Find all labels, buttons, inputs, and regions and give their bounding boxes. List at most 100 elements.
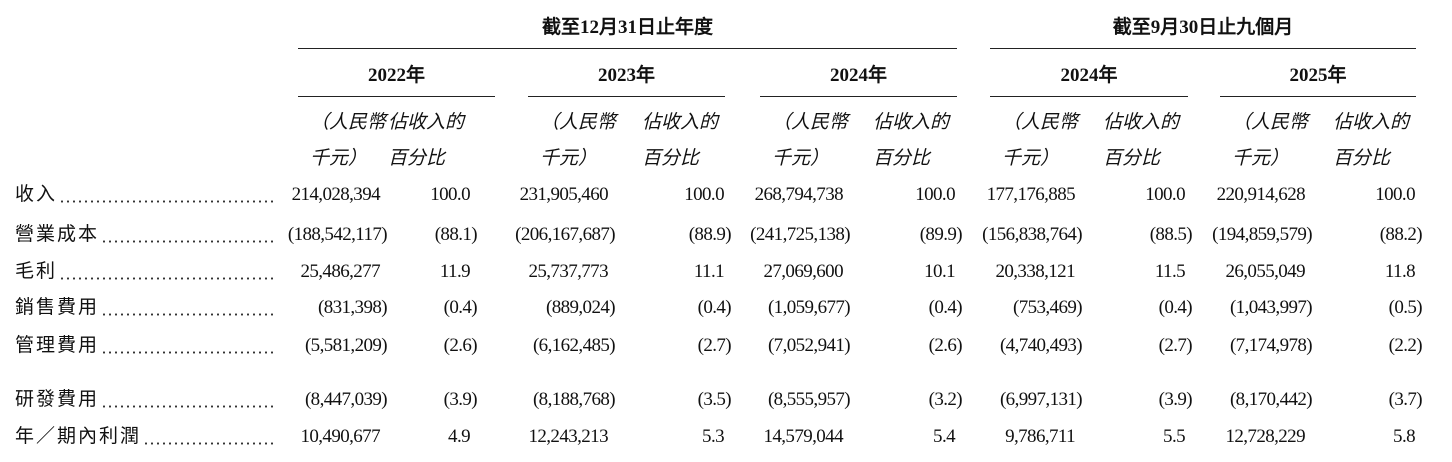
dot-leader bbox=[101, 240, 275, 243]
row-label: 研發費用 bbox=[15, 389, 100, 410]
amount-cell: (194,859,579) bbox=[1212, 224, 1312, 245]
percent-cell: (88.2) bbox=[1379, 224, 1423, 245]
amount-cell: 12,243,213 bbox=[528, 426, 608, 447]
percent-cell: 4.9 bbox=[448, 426, 471, 447]
amount-unit: 千元） bbox=[540, 148, 598, 169]
amount-cell: 25,486,277 bbox=[300, 261, 380, 282]
amount-cell: (5,581,209) bbox=[304, 335, 388, 356]
percent-cell: (3.9) bbox=[443, 389, 478, 410]
amount-cell: 14,579,044 bbox=[763, 426, 843, 447]
dot-leader bbox=[59, 200, 275, 203]
percent-cell: (2.7) bbox=[697, 335, 732, 356]
percent-label: 佔收入的 bbox=[1103, 112, 1180, 133]
group-header: 截至12月31日止年度 bbox=[541, 17, 713, 38]
percent-cell: (0.4) bbox=[928, 297, 963, 318]
amount-cell: 220,914,628 bbox=[1216, 184, 1306, 205]
year-rule bbox=[760, 96, 957, 97]
year-rule bbox=[298, 96, 495, 97]
amount-unit: 千元） bbox=[1232, 148, 1290, 169]
percent-label: 百分比 bbox=[1103, 148, 1161, 169]
amount-cell: (7,174,978) bbox=[1229, 335, 1313, 356]
percent-cell: (2.2) bbox=[1388, 335, 1423, 356]
row-label: 營業成本 bbox=[15, 224, 100, 245]
amount-cell: 231,905,460 bbox=[519, 184, 609, 205]
amount-cell: 20,338,121 bbox=[995, 261, 1075, 282]
percent-cell: 10.1 bbox=[924, 261, 955, 282]
percent-cell: 11.1 bbox=[693, 261, 725, 282]
percent-cell: 100.0 bbox=[684, 184, 724, 205]
year-header: 2024年 bbox=[829, 65, 887, 86]
amount-cell: (889,024) bbox=[545, 297, 616, 318]
percent-label: 百分比 bbox=[1333, 148, 1391, 169]
percent-label: 百分比 bbox=[388, 148, 446, 169]
amount-unit: （人民幣 bbox=[1002, 112, 1079, 133]
row-label: 收入 bbox=[15, 184, 58, 205]
group-header: 截至9月30日止九個月 bbox=[1112, 17, 1294, 38]
percent-cell: 100.0 bbox=[915, 184, 955, 205]
row-label: 管理費用 bbox=[15, 335, 100, 356]
percent-cell: (88.5) bbox=[1149, 224, 1193, 245]
percent-label: 佔收入的 bbox=[642, 112, 719, 133]
dot-leader bbox=[101, 313, 275, 316]
amount-cell: (241,725,138) bbox=[750, 224, 850, 245]
amount-cell: 25,737,773 bbox=[528, 261, 608, 282]
amount-cell: 177,176,885 bbox=[986, 184, 1076, 205]
percent-cell: (88.9) bbox=[688, 224, 732, 245]
amount-cell: 27,069,600 bbox=[763, 261, 843, 282]
amount-unit: （人民幣 bbox=[772, 112, 849, 133]
amount-unit: （人民幣 bbox=[310, 112, 387, 133]
percent-cell: 11.9 bbox=[439, 261, 471, 282]
amount-cell: (753,469) bbox=[1012, 297, 1083, 318]
percent-cell: (2.6) bbox=[928, 335, 963, 356]
amount-cell: (1,043,997) bbox=[1229, 297, 1313, 318]
amount-cell: (4,740,493) bbox=[999, 335, 1083, 356]
percent-cell: (0.4) bbox=[1158, 297, 1193, 318]
amount-unit: （人民幣 bbox=[540, 112, 617, 133]
amount-cell: (1,059,677) bbox=[767, 297, 851, 318]
percent-cell: (2.7) bbox=[1158, 335, 1193, 356]
amount-cell: 26,055,049 bbox=[1225, 261, 1305, 282]
percent-cell: 5.5 bbox=[1163, 426, 1186, 447]
amount-cell: 9,786,711 bbox=[1005, 426, 1076, 447]
amount-cell: (188,542,117) bbox=[287, 224, 388, 245]
amount-cell: (6,162,485) bbox=[532, 335, 616, 356]
percent-cell: 100.0 bbox=[1375, 184, 1415, 205]
percent-label: 百分比 bbox=[873, 148, 931, 169]
percent-cell: 5.3 bbox=[702, 426, 725, 447]
amount-cell: (8,170,442) bbox=[1229, 389, 1313, 410]
amount-cell: (8,447,039) bbox=[304, 389, 388, 410]
percent-cell: (0.4) bbox=[443, 297, 478, 318]
percent-cell: 11.5 bbox=[1154, 261, 1186, 282]
amount-cell: (831,398) bbox=[317, 297, 388, 318]
row-label: 毛利 bbox=[15, 261, 58, 282]
row-label: 年／期內利潤 bbox=[15, 426, 142, 447]
percent-cell: (88.1) bbox=[434, 224, 478, 245]
year-header: 2022年 bbox=[367, 65, 425, 86]
amount-cell: (6,997,131) bbox=[999, 389, 1083, 410]
amount-cell: 268,794,738 bbox=[754, 184, 844, 205]
percent-label: 佔收入的 bbox=[1333, 112, 1410, 133]
amount-cell: (7,052,941) bbox=[767, 335, 851, 356]
amount-cell: (206,167,687) bbox=[515, 224, 615, 245]
amount-cell: 214,028,394 bbox=[291, 184, 381, 205]
percent-cell: (3.7) bbox=[1388, 389, 1423, 410]
percent-cell: (3.9) bbox=[1158, 389, 1193, 410]
year-header: 2024年 bbox=[1060, 65, 1118, 86]
group-rule bbox=[990, 48, 1416, 49]
percent-cell: (0.5) bbox=[1388, 297, 1423, 318]
percent-cell: (2.6) bbox=[443, 335, 478, 356]
amount-cell: (8,555,957) bbox=[767, 389, 851, 410]
percent-cell: 5.8 bbox=[1393, 426, 1416, 447]
percent-cell: (0.4) bbox=[697, 297, 732, 318]
percent-label: 佔收入的 bbox=[873, 112, 950, 133]
dot-leader bbox=[101, 351, 275, 354]
percent-cell: 100.0 bbox=[430, 184, 470, 205]
percent-label: 百分比 bbox=[642, 148, 700, 169]
percent-cell: (89.9) bbox=[919, 224, 963, 245]
percent-cell: 5.4 bbox=[933, 426, 956, 447]
percent-cell: (3.5) bbox=[697, 389, 732, 410]
amount-cell: (8,188,768) bbox=[532, 389, 616, 410]
amount-unit: （人民幣 bbox=[1232, 112, 1309, 133]
percent-cell: (3.2) bbox=[928, 389, 963, 410]
percent-label: 佔收入的 bbox=[388, 112, 465, 133]
